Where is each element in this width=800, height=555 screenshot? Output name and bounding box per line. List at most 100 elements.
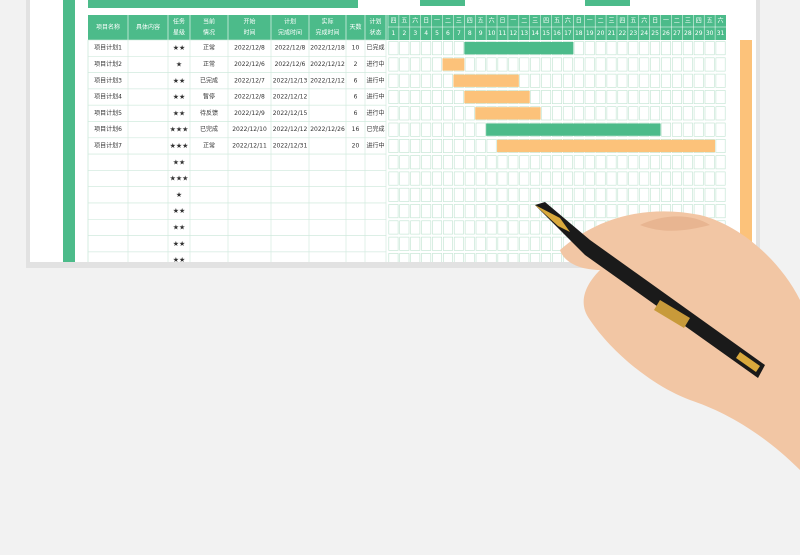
cell-text: 已完成 xyxy=(200,76,218,84)
gantt-cell xyxy=(410,253,421,262)
gantt-cell xyxy=(595,41,606,56)
gantt-cell xyxy=(573,90,584,105)
gantt-cell xyxy=(388,139,399,153)
gantt-cell xyxy=(671,41,682,56)
gantt-cell xyxy=(388,41,399,56)
gantt-cell xyxy=(682,187,693,202)
gantt-cell xyxy=(388,187,399,202)
gantt-cell xyxy=(693,187,704,202)
cell-text: 项目计划5 xyxy=(94,109,122,117)
gantt-cell xyxy=(693,171,704,186)
gantt-cell xyxy=(617,73,628,88)
gantt-cell xyxy=(464,155,475,170)
cell-text: 项目计划2 xyxy=(94,60,122,68)
column-header: 星级 xyxy=(173,29,185,37)
gantt-cell xyxy=(595,57,606,72)
weekday: 日 xyxy=(499,18,505,25)
gantt-cell xyxy=(541,155,552,170)
gantt-cell xyxy=(453,106,464,121)
gantt-cell xyxy=(617,90,628,105)
gantt-cell xyxy=(606,57,617,72)
gantt-cell xyxy=(432,139,443,153)
gantt-cell xyxy=(661,187,671,202)
gantt-cell xyxy=(541,187,552,202)
weekday: 一 xyxy=(434,18,440,25)
gantt-cell xyxy=(475,139,486,153)
star-rating: ★ xyxy=(176,191,182,199)
cell-text: 2022/12/15 xyxy=(273,110,308,117)
gantt-cell xyxy=(639,90,650,105)
gantt-cell xyxy=(421,122,432,137)
cell-text: 项目计划4 xyxy=(94,93,122,101)
gantt-cell xyxy=(421,41,432,56)
gantt-cell xyxy=(388,73,399,88)
day-number: 14 xyxy=(531,30,539,37)
gantt-cell xyxy=(410,204,421,219)
gantt-cell xyxy=(682,90,693,105)
cell-text: 2022/12/9 xyxy=(234,110,265,117)
gantt-cell xyxy=(497,220,508,235)
cell-text: 2022/12/11 xyxy=(232,142,267,149)
cell-text: 2022/12/12 xyxy=(273,126,308,133)
day-number: 5 xyxy=(435,30,439,37)
gantt-cell xyxy=(486,139,497,153)
gantt-cell xyxy=(606,155,617,170)
gantt-cell xyxy=(399,106,410,121)
gantt-cell xyxy=(693,122,704,137)
gantt-cell xyxy=(421,253,432,262)
weekday: 日 xyxy=(423,18,429,25)
gantt-cell xyxy=(432,57,443,72)
gantt-cell xyxy=(661,106,671,121)
gantt-cell xyxy=(519,171,530,186)
gantt-cell xyxy=(453,41,464,56)
gantt-cell xyxy=(519,187,530,202)
cell-text: 16 xyxy=(352,126,360,133)
gantt-cell xyxy=(661,57,671,72)
day-number: 6 xyxy=(446,30,450,37)
day-number: 11 xyxy=(499,30,507,37)
day-number: 30 xyxy=(706,30,714,37)
gantt-cell xyxy=(541,90,552,105)
column-header: 实际 xyxy=(321,18,333,26)
gantt-cell xyxy=(410,106,421,121)
gantt-cell xyxy=(704,122,715,137)
gantt-cell xyxy=(704,171,715,186)
gantt-cell xyxy=(552,253,562,262)
gantt-cell xyxy=(443,139,453,153)
gantt-cell xyxy=(399,122,410,137)
gantt-cell xyxy=(399,139,410,153)
gantt-cell xyxy=(410,155,421,170)
cell-text: 进行中 xyxy=(366,141,384,149)
column-header: 当前 xyxy=(203,18,215,26)
gantt-cell xyxy=(628,187,639,202)
gantt-cell xyxy=(693,106,704,121)
gantt-cell xyxy=(617,57,628,72)
gantt-cell xyxy=(573,187,584,202)
gantt-cell xyxy=(628,41,639,56)
gantt-cell xyxy=(464,236,475,251)
gantt-cell xyxy=(628,106,639,121)
gantt-cell xyxy=(410,171,421,186)
gantt-cell xyxy=(421,106,432,121)
star-rating: ★★ xyxy=(173,44,186,52)
gantt-cell xyxy=(443,41,453,56)
gantt-cell xyxy=(541,106,552,121)
cell-text: 已完成 xyxy=(366,125,384,133)
gantt-cell xyxy=(388,106,399,121)
day-number: 1 xyxy=(392,30,396,37)
gantt-cell xyxy=(475,122,486,137)
gantt-cell xyxy=(661,171,671,186)
gantt-cell xyxy=(661,155,671,170)
gantt-cell xyxy=(464,122,475,137)
gantt-cell xyxy=(715,139,726,153)
cell-text: 已完成 xyxy=(366,44,384,52)
star-rating: ★★ xyxy=(173,158,186,166)
gantt-cell xyxy=(388,253,399,262)
gantt-cell xyxy=(497,236,508,251)
weekday: 五 xyxy=(554,18,560,25)
day-number: 16 xyxy=(553,30,561,37)
weekday: 六 xyxy=(412,17,418,25)
gantt-cell xyxy=(693,57,704,72)
column-header: 完成时间 xyxy=(278,29,302,37)
cell-text: 2022/12/8 xyxy=(234,94,265,101)
